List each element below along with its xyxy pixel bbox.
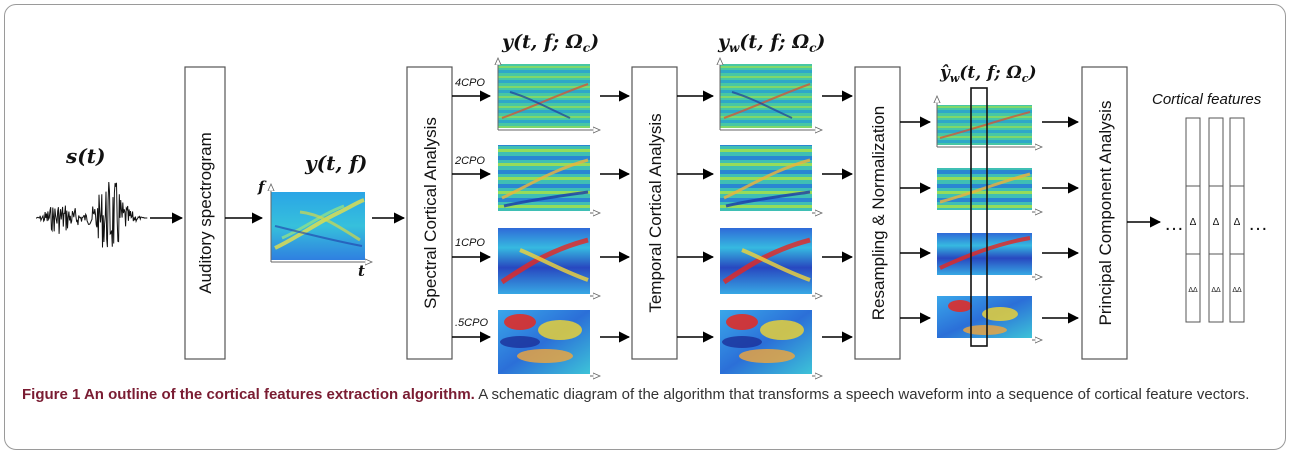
feature-vector-2: Δ ΔΔ bbox=[1208, 117, 1224, 323]
scale-label-05cpo: .5CPO bbox=[455, 317, 488, 329]
scale-label-1cpo: 1CPO bbox=[455, 237, 485, 249]
figure-caption: Figure 1 An outline of the cortical feat… bbox=[22, 384, 1272, 405]
waveform bbox=[36, 181, 148, 248]
spectral-heatmap-4cpo bbox=[498, 64, 590, 128]
figure-caption-text: A schematic diagram of the algorithm tha… bbox=[478, 386, 1250, 403]
spectrogram-label: y(t, f) bbox=[304, 151, 367, 175]
stage-spectral-cortical-analysis-label: Spectral Cortical Analysis bbox=[421, 117, 440, 309]
resampled-axes bbox=[937, 96, 1042, 340]
resampled-heatmap-2cpo bbox=[937, 168, 1032, 210]
stage-temporal-cortical-analysis bbox=[631, 66, 678, 360]
feature-vector-1-delta-delta: ΔΔ bbox=[1188, 287, 1198, 294]
resampled-heatmap-05cpo bbox=[937, 296, 1032, 338]
spectral-axes bbox=[498, 58, 600, 376]
spectrogram-image bbox=[271, 192, 365, 260]
temporal-heatmap-4cpo bbox=[720, 64, 812, 128]
stage-pca-label: Principal Component Analysis bbox=[1096, 101, 1115, 326]
feature-vector-2-delta-delta: ΔΔ bbox=[1211, 287, 1221, 294]
scale-label-2cpo: 2CPO bbox=[454, 155, 485, 167]
spectral-heatmap-1cpo bbox=[498, 228, 590, 294]
feature-vector-3: Δ ΔΔ bbox=[1229, 117, 1245, 323]
feature-vector-1: Δ ΔΔ bbox=[1185, 117, 1201, 323]
features-ellipsis-left: … bbox=[1164, 213, 1184, 235]
spectral-heatmap-05cpo bbox=[498, 310, 590, 374]
feature-vector-2-delta: Δ bbox=[1213, 217, 1220, 228]
stage-auditory-spectrogram bbox=[184, 66, 226, 360]
signal-label: s(t) bbox=[65, 144, 105, 168]
spectral-heatmap-2cpo bbox=[498, 145, 590, 211]
resampled-heatmap-1cpo bbox=[937, 233, 1032, 275]
feature-vector-3-delta-delta: ΔΔ bbox=[1232, 287, 1242, 294]
temporal-heatmap-2cpo bbox=[720, 145, 812, 211]
resampled-heatmap-4cpo bbox=[937, 105, 1032, 145]
temporal-heatmap-05cpo bbox=[720, 310, 812, 374]
figure-caption-title: Figure 1 An outline of the cortical feat… bbox=[22, 386, 475, 403]
spectral-output-label: y(t, f; Ωc) bbox=[501, 31, 599, 55]
features-title: Cortical features bbox=[1152, 91, 1262, 108]
spectrogram-t-label: t bbox=[358, 262, 365, 280]
temporal-output-label: yw(t, f; Ωc) bbox=[717, 31, 825, 55]
stage-pca bbox=[1081, 66, 1128, 360]
time-window-selector bbox=[970, 87, 988, 347]
stage-spectral-cortical-analysis bbox=[406, 66, 453, 360]
feature-vector-3-delta: Δ bbox=[1234, 217, 1241, 228]
stage-resampling-normalization-label: Resampling & Normalization bbox=[869, 106, 888, 320]
features-ellipsis-right: … bbox=[1248, 213, 1268, 235]
stage-auditory-spectrogram-label: Auditory spectrogram bbox=[196, 132, 215, 294]
spectrogram-f-label: f bbox=[257, 178, 267, 196]
stage-temporal-cortical-analysis-label: Temporal Cortical Analysis bbox=[646, 113, 665, 312]
diagram: s(t) Auditory spectrogram y(t, f) f t Sp… bbox=[36, 31, 1268, 380]
temporal-heatmap-1cpo bbox=[720, 228, 812, 294]
scale-label-4cpo: 4CPO bbox=[455, 77, 485, 89]
temporal-axes bbox=[720, 58, 822, 376]
resampled-output-label: ŷw(t, f; Ωc) bbox=[939, 63, 1037, 85]
feature-vector-1-delta: Δ bbox=[1190, 217, 1197, 228]
stage-resampling-normalization bbox=[854, 66, 901, 360]
